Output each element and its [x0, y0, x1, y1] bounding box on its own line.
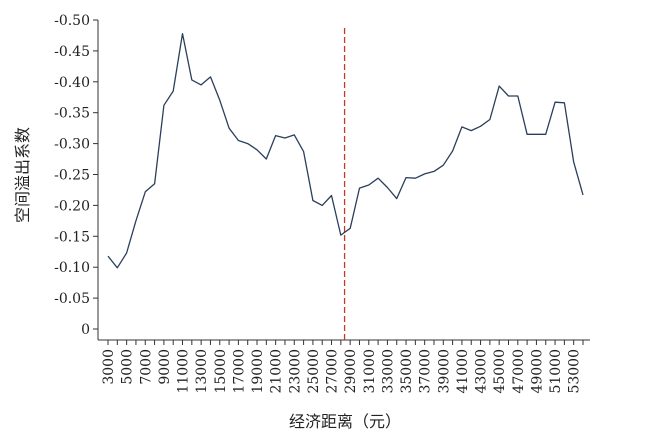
x-tick-label: 33000 — [380, 349, 396, 394]
y-axis-title: 空间溢出系数 — [13, 127, 32, 223]
y-tick-label: -0.20 — [54, 198, 90, 214]
x-tick-label: 17000 — [231, 349, 247, 394]
x-tick-label: 53000 — [567, 349, 583, 394]
x-axis: 3000 5000 7000 9000 11000 13000 15000 17000 1900… — [98, 339, 590, 394]
y-tick-label: -0.45 — [54, 44, 90, 60]
x-tick-label: 49000 — [529, 349, 545, 394]
x-tick-label: 5000 — [120, 349, 136, 385]
y-tick-label: -0.50 — [54, 13, 90, 29]
y-tick-label: -0.05 — [54, 291, 90, 307]
x-tick-label: 29000 — [343, 349, 359, 394]
x-axis-title: 经济距离（元） — [289, 412, 401, 431]
x-tick-label: 45000 — [492, 349, 508, 394]
x-tick-label: 31000 — [362, 349, 378, 394]
x-tick-label: 15000 — [213, 349, 229, 394]
x-tick-label: 7000 — [138, 349, 154, 385]
y-tick-label: 0 — [81, 322, 90, 338]
plot-area — [107, 28, 584, 340]
x-tick-label: 39000 — [436, 349, 452, 394]
y-tick-label: -0.40 — [54, 75, 90, 91]
y-tick-label: -0.15 — [54, 229, 90, 245]
x-tick-label: 3000 — [101, 349, 117, 385]
x-tick-label: 9000 — [157, 349, 173, 385]
series-line — [107, 32, 584, 269]
y-tick-label: -0.30 — [54, 137, 90, 153]
y-axis: -0.50 -0.45 -0.40 -0.35 -0.30 -0.25 -0.20 -0.15… — [54, 13, 99, 340]
x-tick-label: 41000 — [455, 349, 471, 394]
x-tick-label: 19000 — [250, 349, 266, 394]
x-tick-label: 35000 — [399, 349, 415, 394]
x-tick-label: 25000 — [306, 349, 322, 394]
y-tick-label: -0.25 — [54, 168, 90, 184]
x-tick-label: 47000 — [511, 349, 527, 394]
y-tick-label: -0.10 — [54, 260, 90, 276]
x-tick-label: 51000 — [548, 349, 564, 394]
y-tick-label: -0.35 — [54, 106, 90, 122]
x-tick-label: 21000 — [269, 349, 285, 394]
x-tick-label: 27000 — [325, 349, 341, 394]
x-tick-label: 23000 — [287, 349, 303, 394]
x-tick-label: 11000 — [176, 349, 192, 394]
x-tick-label: 43000 — [474, 349, 490, 394]
x-tick-label: 37000 — [418, 349, 434, 394]
x-tick-label: 13000 — [194, 349, 210, 394]
